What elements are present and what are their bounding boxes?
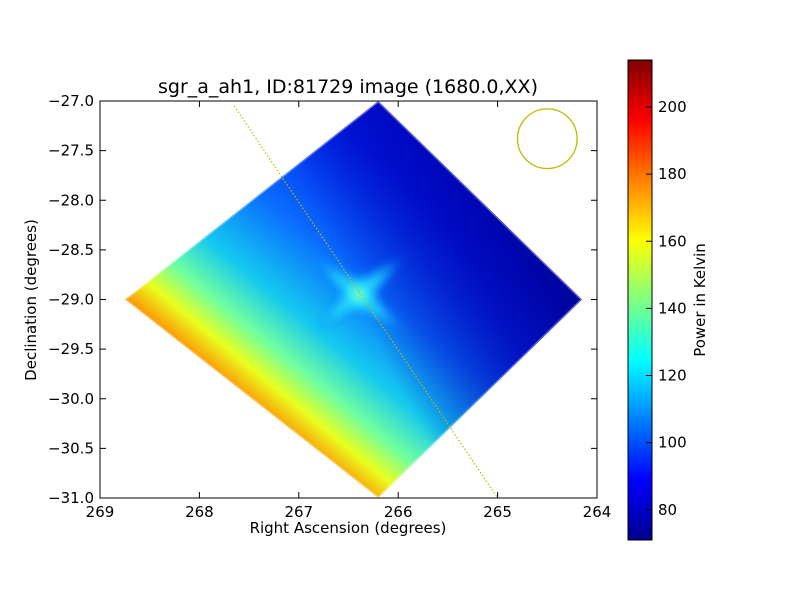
y-tick-label: −27.0 [48,92,94,110]
x-tick-label: 265 [483,503,512,521]
y-tick-label: −28.0 [48,191,94,209]
colorbar: 80 100 120 140 160 180 200 Power in Kelvin [627,59,709,541]
footprint-edge [122,101,585,498]
colorbar-label: Power in Kelvin [691,243,709,357]
x-tick-label: 264 [583,503,612,521]
hotspot-core [332,268,385,321]
colorbar-tick-label: 180 [658,165,687,183]
y-tick-label: −30.5 [48,439,94,457]
x-tick-label: 267 [284,503,313,521]
colorbar-tick-label: 120 [658,367,687,385]
beam-circle [516,108,578,170]
y-axis-label: Declination (degrees) [22,219,40,381]
x-tick-label: 268 [185,503,214,521]
colorbar-tick-label: 80 [658,501,677,519]
x-axis-label: Right Ascension (degrees) [250,519,447,537]
colorbar-tick-label: 200 [658,98,687,116]
heatmap-image [122,101,585,498]
colorbar-tick-label: 160 [658,232,687,250]
y-axis: −27.0 −27.5 −28.0 −28.5 −29.0 −29.5 −30.0 −30.5… [48,92,597,507]
y-tick-label: −28.5 [48,241,94,259]
y-tick-label: −30.0 [48,390,94,408]
chart-title: sgr_a_ah1, ID:81729 image (1680.0,XX) [158,76,538,98]
x-tick-label: 269 [86,503,115,521]
hotspot [311,254,406,335]
y-tick-label: −29.5 [48,340,94,358]
y-tick-label: −29.0 [48,291,94,309]
colorbar-tick-label: 100 [658,434,687,452]
x-axis: 269 268 267 266 265 264 [86,101,612,521]
colorbar-tick-label: 140 [658,299,687,317]
y-tick-label: −27.5 [48,142,94,160]
x-tick-label: 266 [384,503,413,521]
colorbar-gradient [627,59,653,541]
y-tick-label: −31.0 [48,489,94,507]
